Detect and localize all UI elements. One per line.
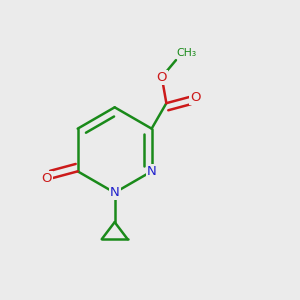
Text: O: O	[157, 70, 167, 84]
Text: O: O	[190, 91, 201, 103]
Text: O: O	[41, 172, 52, 185]
Text: N: N	[147, 165, 157, 178]
Text: CH₃: CH₃	[177, 48, 197, 58]
Text: N: N	[110, 186, 119, 199]
